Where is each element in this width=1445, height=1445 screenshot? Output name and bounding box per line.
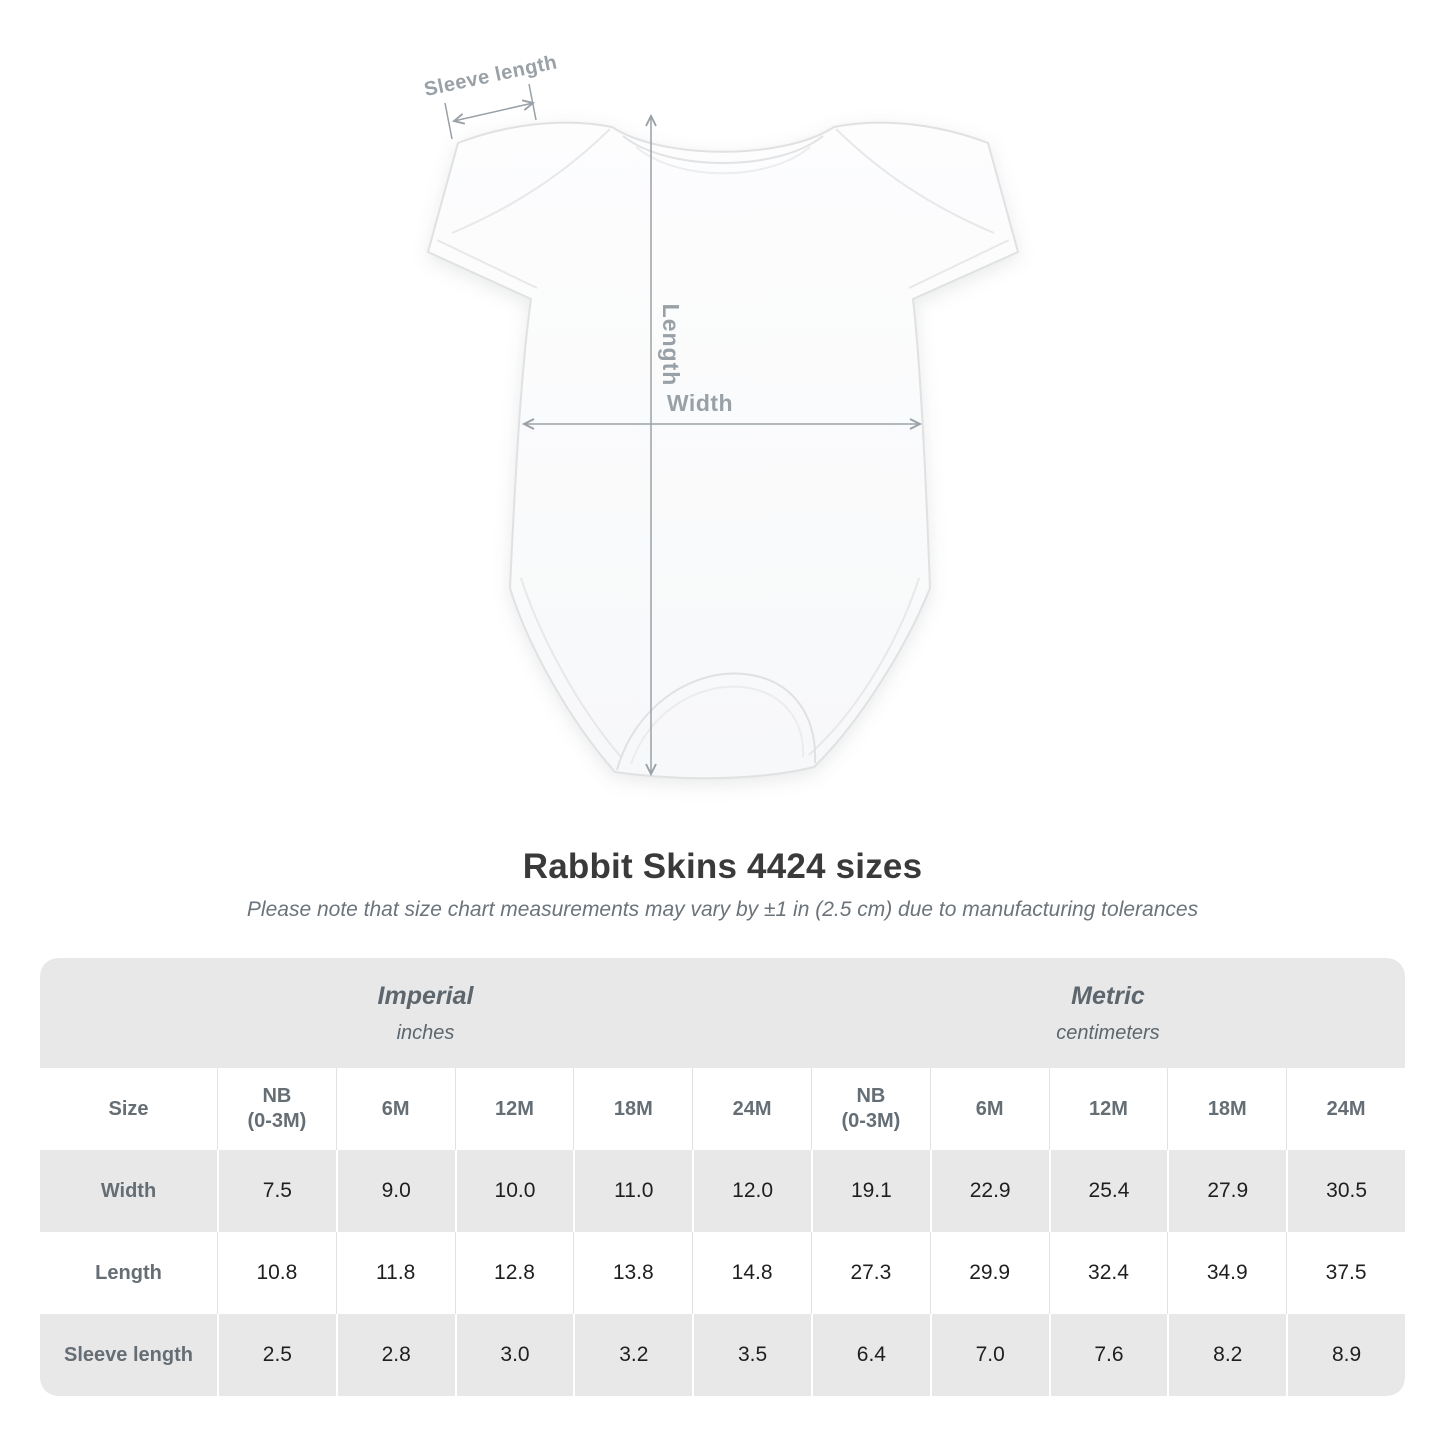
sleeve-length-dimension-line bbox=[451, 99, 536, 125]
column-header-6m-imperial: 6M bbox=[335, 1068, 455, 1150]
size-header-label: Size bbox=[40, 1068, 217, 1150]
sleeve-length-value-cell: 2.8 bbox=[335, 1314, 455, 1396]
sleeve-dimension-right-tick bbox=[528, 83, 537, 121]
dimension-annotations bbox=[444, 83, 923, 777]
width-value-cell: 11.0 bbox=[573, 1150, 692, 1232]
bodysuit-measurement-diagram: Sleeve length Length Width bbox=[422, 51, 1019, 780]
sleeve-length-value-cell: 3.5 bbox=[692, 1314, 811, 1396]
length-value-cell: 12.8 bbox=[454, 1232, 574, 1314]
crotch-flap-edge-line bbox=[616, 672, 817, 771]
length-value-cell: 27.3 bbox=[810, 1232, 930, 1314]
unit-header-imperial: Imperial inches bbox=[40, 958, 811, 1068]
bodysuit-outline bbox=[427, 121, 1019, 780]
column-header-18m-metric: 18M bbox=[1167, 1068, 1287, 1150]
page-title: Rabbit Skins 4424 sizes bbox=[522, 847, 923, 886]
length-value-cell: 34.9 bbox=[1167, 1232, 1286, 1314]
width-value-cell: 9.0 bbox=[335, 1150, 455, 1232]
table-row-length: Length 10.8 11.8 12.8 13.8 14.8 27.3 29.… bbox=[40, 1232, 1405, 1314]
imperial-label: Imperial bbox=[377, 981, 474, 1010]
width-value-cell: 10.0 bbox=[454, 1150, 574, 1232]
bodysuit-image bbox=[427, 121, 1019, 780]
right-sleeve-hem-line bbox=[908, 239, 1010, 289]
length-value-cell: 29.9 bbox=[929, 1232, 1049, 1314]
width-value-cell: 7.5 bbox=[217, 1150, 336, 1232]
right-shoulder-fold-line bbox=[835, 128, 995, 234]
width-value-cell: 19.1 bbox=[810, 1150, 930, 1232]
sleeve-length-value-cell: 7.6 bbox=[1048, 1314, 1168, 1396]
column-header-12m-imperial: 12M bbox=[454, 1068, 574, 1150]
column-header-24m-imperial: 24M bbox=[692, 1068, 811, 1150]
width-value-cell: 27.9 bbox=[1167, 1150, 1286, 1232]
width-value-cell: 12.0 bbox=[692, 1150, 811, 1232]
row-label-length: Length bbox=[95, 1261, 162, 1284]
column-header-12m-metric: 12M bbox=[1048, 1068, 1168, 1150]
table-row-sleeve-length: Sleeve length 2.5 2.8 3.0 3.2 3.5 6.4 7.… bbox=[40, 1314, 1405, 1396]
row-label-width: Width bbox=[100, 1179, 157, 1202]
width-value-cell: 25.4 bbox=[1048, 1150, 1168, 1232]
column-header-6m-metric: 6M bbox=[929, 1068, 1049, 1150]
unit-header-metric: Metric centimeters bbox=[810, 958, 1405, 1068]
column-header-nb-metric: NB (0-3M) bbox=[810, 1068, 930, 1150]
row-label-sleeve-length: Sleeve length bbox=[64, 1343, 193, 1366]
sleeve-length-value-cell: 8.9 bbox=[1286, 1314, 1405, 1396]
metric-unit-label: centimeters bbox=[1056, 1021, 1160, 1044]
length-value-cell: 13.8 bbox=[573, 1232, 692, 1314]
size-chart-table: Imperial inches Metric centimeters Size … bbox=[40, 958, 1405, 1396]
left-leg-binding-line bbox=[520, 577, 622, 758]
size-header-row: Size NB (0-3M) 6M 12M 18M 24M NB (0-3M) 6M… bbox=[40, 1068, 1405, 1150]
imperial-unit-label: inches bbox=[396, 1021, 455, 1044]
sleeve-length-value-cell: 6.4 bbox=[810, 1314, 930, 1396]
left-shoulder-fold-line bbox=[451, 128, 611, 234]
product-measurement-figure: Sleeve length Length Width bbox=[422, 51, 1019, 780]
length-value-cell: 10.8 bbox=[217, 1232, 336, 1314]
metric-label: Metric bbox=[1071, 981, 1145, 1010]
unit-header-row: Imperial inches Metric centimeters bbox=[40, 958, 1405, 1068]
table-row-width: Width 7.5 9.0 10.0 11.0 12.0 19.1 22.9 2… bbox=[40, 1150, 1405, 1232]
column-header-nb-imperial: NB (0-3M) bbox=[217, 1068, 336, 1150]
column-header-18m-imperial: 18M bbox=[573, 1068, 693, 1150]
sleeve-length-value-cell: 2.5 bbox=[217, 1314, 336, 1396]
length-value-cell: 37.5 bbox=[1286, 1232, 1405, 1314]
sleeve-length-value-cell: 7.0 bbox=[929, 1314, 1049, 1396]
tolerance-note: Please note that size chart measurements… bbox=[246, 898, 1199, 921]
collar-binding-line bbox=[622, 135, 824, 164]
length-value-cell: 11.8 bbox=[335, 1232, 455, 1314]
length-value-cell: 32.4 bbox=[1048, 1232, 1168, 1314]
sleeve-length-value-cell: 8.2 bbox=[1167, 1314, 1286, 1396]
sleeve-length-label: Sleeve length bbox=[422, 51, 559, 101]
width-value-cell: 22.9 bbox=[929, 1150, 1049, 1232]
right-leg-binding-line bbox=[808, 577, 920, 756]
sleeve-length-value-cell: 3.2 bbox=[573, 1314, 692, 1396]
sleeve-dimension-left-tick bbox=[444, 102, 453, 140]
width-value-cell: 30.5 bbox=[1286, 1150, 1405, 1232]
column-header-24m-metric: 24M bbox=[1286, 1068, 1405, 1150]
sleeve-length-value-cell: 3.0 bbox=[454, 1314, 574, 1396]
left-sleeve-hem-line bbox=[436, 239, 538, 289]
length-value-cell: 14.8 bbox=[692, 1232, 811, 1314]
length-label: Length bbox=[658, 304, 684, 387]
width-label: Width bbox=[667, 390, 733, 416]
